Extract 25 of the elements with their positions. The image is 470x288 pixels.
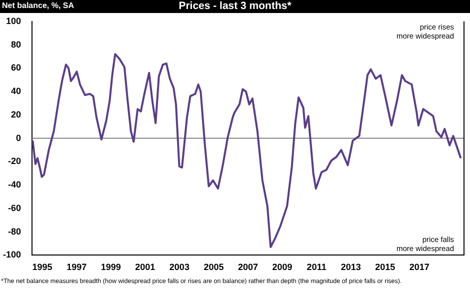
- y-tick-label: 0: [16, 132, 22, 143]
- y-tick-label: -100: [3, 250, 22, 260]
- x-tick-label: 1997: [66, 262, 87, 272]
- x-tick-label: 2017: [409, 262, 430, 272]
- x-tick-label: 2003: [169, 262, 190, 272]
- y-tick-label: -60: [8, 202, 22, 213]
- y-tick-label: 100: [6, 16, 22, 26]
- x-tick-label: 2009: [272, 262, 292, 272]
- x-tick-label: 1999: [100, 262, 121, 272]
- y-axis-title: Net balance, %, SA: [2, 1, 74, 10]
- x-tick-label: 1995: [32, 262, 52, 272]
- y-tick-label: -80: [8, 226, 22, 236]
- x-tick-label: 2011: [306, 262, 326, 272]
- x-tick-label: 2013: [340, 262, 361, 272]
- y-tick-label: -40: [8, 180, 22, 190]
- y-tick-label: 20: [11, 109, 22, 120]
- x-tick-label: 2015: [375, 262, 396, 272]
- y-tick-label: -20: [8, 156, 22, 166]
- chart-title: Prices - last 3 months*: [178, 0, 292, 12]
- y-tick-label: 40: [11, 86, 22, 96]
- x-tick-label: 2001: [135, 262, 156, 272]
- x-tick-label: 2007: [238, 262, 258, 272]
- y-tick-label: 60: [11, 62, 22, 73]
- x-tick-label: 2005: [204, 262, 224, 272]
- y-tick-label: 80: [11, 39, 22, 50]
